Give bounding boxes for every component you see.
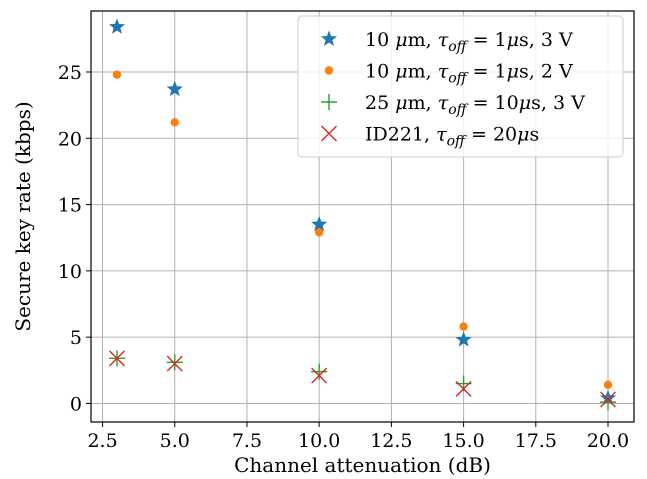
data-point bbox=[600, 391, 616, 408]
data-point bbox=[455, 380, 472, 397]
data-point bbox=[311, 215, 328, 232]
data-points bbox=[108, 18, 617, 411]
legend-label: 25 μm, τoff = 10μs, 3 V bbox=[365, 92, 585, 118]
y-ticks: 0 5 10 15 20 25 bbox=[58, 62, 91, 415]
data-point bbox=[112, 70, 122, 79]
data-point bbox=[311, 363, 328, 380]
x-tick-label: 7.5 bbox=[232, 430, 262, 452]
y-tick-label: 5 bbox=[70, 327, 82, 349]
y-axis-label: Secure key rate (kbps) bbox=[11, 101, 35, 331]
data-point bbox=[459, 322, 468, 331]
series-3 bbox=[108, 350, 617, 411]
data-point bbox=[166, 355, 183, 372]
x-tick-label: 12.5 bbox=[370, 430, 412, 452]
x-tick-label: 15.0 bbox=[442, 430, 484, 452]
legend-label: 10 μm, τoff = 1μs, 2 V bbox=[365, 61, 573, 87]
data-point bbox=[603, 380, 613, 390]
legend-box bbox=[297, 15, 624, 158]
legend-marker bbox=[321, 94, 337, 110]
legend-marker bbox=[321, 125, 337, 142]
legend-label: ID221, τoff = 20μs bbox=[365, 124, 539, 150]
y-tick-label: 10 bbox=[58, 261, 82, 283]
y-tick-label: 15 bbox=[58, 195, 82, 217]
data-point bbox=[109, 350, 125, 367]
x-tick-label: 17.5 bbox=[515, 430, 557, 452]
data-point bbox=[455, 331, 472, 347]
series-4 bbox=[109, 350, 616, 408]
data-point bbox=[108, 18, 126, 34]
y-tick-label: 25 bbox=[58, 62, 82, 84]
x-tick-label: 10.0 bbox=[298, 430, 340, 452]
data-point bbox=[600, 394, 617, 411]
x-axis-label: Channel attenuation (dB) bbox=[234, 453, 491, 477]
data-point bbox=[166, 80, 183, 97]
x-tick-label: 5.0 bbox=[160, 430, 190, 452]
x-tick-label: 2.5 bbox=[87, 430, 117, 452]
legend: 10 μm, τoff = 1μs, 3 V 10 μm, τoff = 1μs,… bbox=[297, 15, 624, 158]
y-tick-label: 0 bbox=[70, 393, 82, 415]
legend-label: 10 μm, τoff = 1μs, 3 V bbox=[365, 29, 573, 55]
data-point bbox=[314, 228, 324, 237]
legend-item-4: ID221, τoff = 20μs bbox=[321, 124, 539, 150]
legend-marker bbox=[320, 30, 338, 46]
legend-item-3: 25 μm, τoff = 10μs, 3 V bbox=[321, 92, 585, 118]
x-ticks: 2.5 5.0 7.5 10.0 12.5 15.0 17.5 20.0 bbox=[87, 422, 629, 452]
legend-marker bbox=[324, 66, 334, 75]
y-tick-label: 20 bbox=[58, 128, 82, 150]
plot-frame bbox=[90, 10, 635, 423]
series-2 bbox=[112, 70, 613, 390]
data-point bbox=[166, 354, 183, 371]
data-point bbox=[170, 118, 179, 127]
legend-item-2: 10 μm, τoff = 1μs, 2 V bbox=[324, 61, 573, 87]
x-tick-label: 20.0 bbox=[587, 430, 629, 452]
legend-item-1: 10 μm, τoff = 1μs, 3 V bbox=[320, 29, 573, 55]
data-point bbox=[311, 367, 328, 384]
